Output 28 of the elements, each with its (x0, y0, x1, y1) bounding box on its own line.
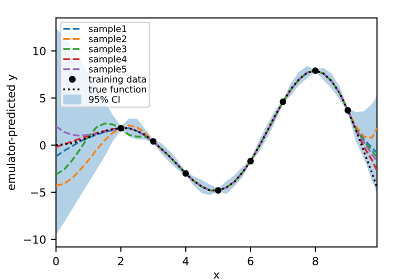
x-tick-label: 4 (182, 257, 189, 266)
legend-label: sample4 (88, 55, 127, 64)
point (312, 67, 319, 74)
legend-label: training data (88, 76, 146, 84)
legend-label: sample1 (88, 25, 126, 34)
y-tick-label: −5 (31, 188, 46, 197)
x-axis-title: x (214, 272, 220, 279)
y-axis-title: emulator-predicted y (6, 74, 18, 190)
x-tick-label: 6 (248, 256, 254, 266)
x-tick-label: 0 (53, 256, 59, 266)
y-tick-label: −10 (24, 235, 46, 244)
point (182, 170, 189, 177)
y-tick-label: 0 (40, 141, 46, 150)
y-tick-label: 5 (40, 94, 46, 102)
y-tick-label: 10 (33, 46, 46, 56)
legend-label: true function (88, 86, 146, 93)
point (247, 158, 254, 164)
legend-label: 95% CI (89, 96, 120, 103)
legend-label: sample5 (88, 66, 126, 74)
legend-label: sample2 (88, 35, 126, 44)
point (344, 106, 352, 114)
legend-label: sample3 (88, 45, 126, 54)
point (280, 98, 286, 106)
point (150, 138, 157, 145)
point (214, 187, 222, 194)
point (118, 124, 124, 132)
x-tick-label: 8 (312, 256, 318, 266)
x-tick-label: 2 (118, 256, 124, 266)
